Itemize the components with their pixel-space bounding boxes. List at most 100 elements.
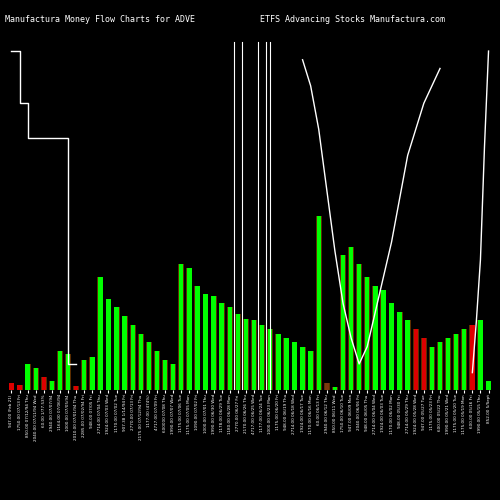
Bar [202,294,208,390]
Bar [42,377,46,390]
Bar [381,290,386,390]
Bar [66,354,70,390]
Bar [462,329,467,390]
Bar [284,338,290,390]
Bar [212,296,216,390]
Bar [446,338,450,390]
Bar [478,320,482,390]
Bar [268,329,273,390]
Bar [462,329,466,390]
Bar [154,351,160,390]
Bar [114,308,119,390]
Bar [170,364,176,390]
Bar [122,316,128,390]
Bar [365,277,370,390]
Bar [372,286,378,390]
Bar [82,360,86,390]
Bar [332,388,337,390]
Bar [348,246,354,390]
Bar [90,357,96,390]
Bar [268,329,272,390]
Bar [220,303,224,390]
Bar [162,360,168,390]
Bar [478,320,484,390]
Bar [98,277,103,390]
Bar [316,216,322,390]
Bar [445,338,451,390]
Bar [413,329,418,390]
Bar [65,354,71,390]
Bar [114,308,119,390]
Bar [194,286,200,390]
Bar [390,303,394,390]
Bar [340,256,346,390]
Bar [130,325,136,390]
Bar [341,256,345,390]
Bar [429,346,435,390]
Bar [324,383,330,390]
Bar [308,351,314,390]
Bar [106,298,110,390]
Bar [244,318,248,390]
Bar [364,277,370,390]
Bar [146,342,152,390]
Bar [98,277,102,390]
Bar [58,351,62,390]
Bar [73,386,79,390]
Bar [453,334,459,390]
Bar [146,342,151,390]
Text: ETFS Advancing Stocks Manufactura.com: ETFS Advancing Stocks Manufactura.com [260,15,445,24]
Bar [396,312,402,390]
Bar [406,320,410,390]
Bar [373,286,378,390]
Bar [179,264,184,390]
Bar [276,334,281,390]
Bar [33,368,38,390]
Bar [300,346,306,390]
Bar [430,346,434,390]
Bar [227,308,232,390]
Bar [138,334,144,390]
Bar [195,286,200,390]
Bar [260,325,264,390]
Bar [122,316,127,390]
Bar [437,342,443,390]
Bar [49,382,55,390]
Bar [16,385,22,390]
Bar [332,388,338,390]
Bar [235,314,241,390]
Bar [316,216,321,390]
Bar [57,351,63,390]
Bar [9,383,14,390]
Bar [24,364,30,390]
Bar [50,382,54,390]
Bar [349,246,354,390]
Text: Manufactura Money Flow Charts for ADVE: Manufactura Money Flow Charts for ADVE [5,15,195,24]
Bar [438,342,442,390]
Bar [74,386,78,390]
Bar [388,303,394,390]
Bar [171,364,175,390]
Bar [228,308,232,390]
Bar [357,264,362,390]
Bar [187,268,192,390]
Bar [486,382,492,390]
Bar [470,325,474,390]
Bar [284,338,288,390]
Bar [470,325,476,390]
Bar [398,312,402,390]
Bar [82,360,87,390]
Bar [259,325,265,390]
Bar [41,377,47,390]
Bar [422,338,426,390]
Bar [308,351,313,390]
Bar [276,334,280,390]
Bar [155,351,159,390]
Bar [186,268,192,390]
Bar [421,338,427,390]
Bar [218,303,224,390]
Bar [204,294,208,390]
Bar [252,320,256,390]
Bar [292,342,298,390]
Bar [130,325,135,390]
